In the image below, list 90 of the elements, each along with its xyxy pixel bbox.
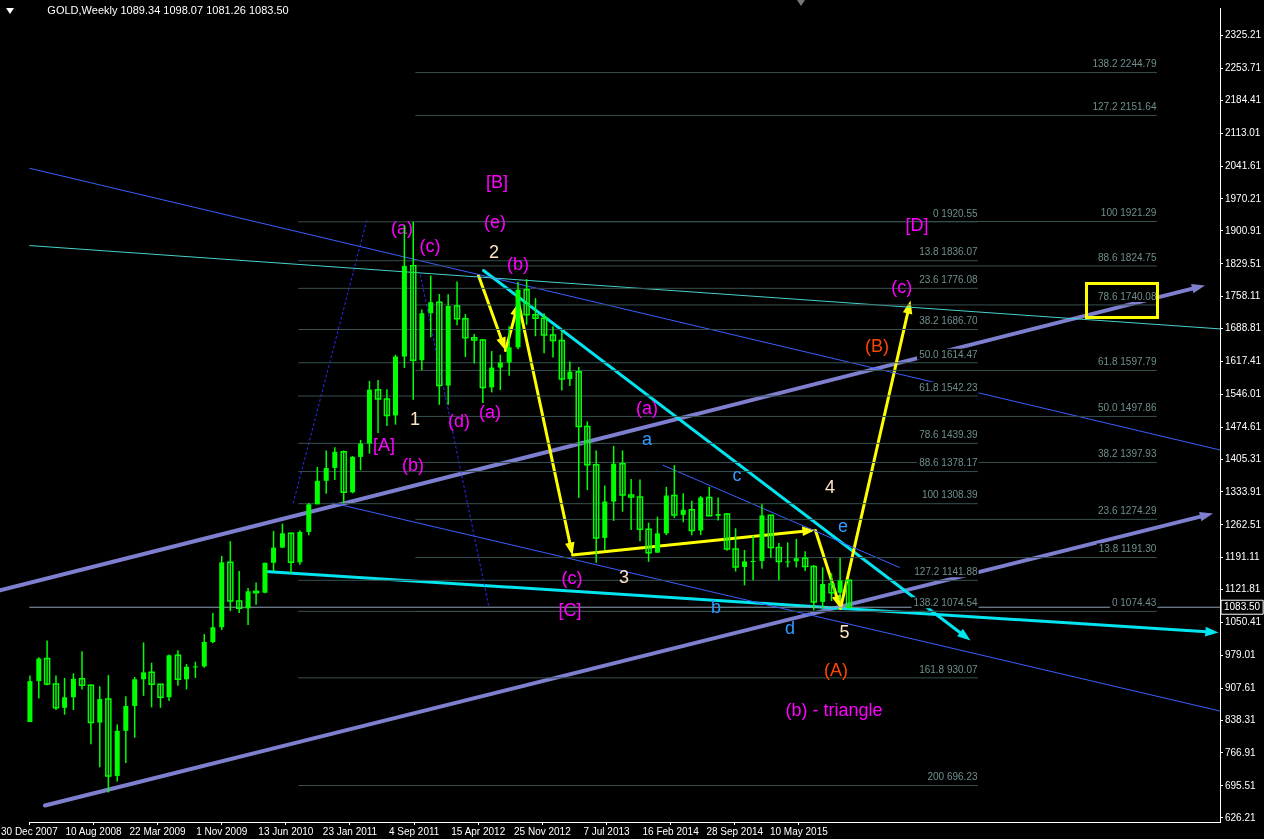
- y-tick-label: 1546.01: [1225, 388, 1262, 400]
- series-label: 23.6 1274.29: [1098, 505, 1157, 517]
- y-tick-label: 2184.41: [1225, 94, 1262, 106]
- series-label: 100 1308.39: [921, 489, 978, 501]
- annotation: 1: [409, 408, 421, 429]
- x-tick-label: 1 Nov 2009: [196, 825, 248, 837]
- y-tick-label: 979.01: [1225, 649, 1257, 661]
- series-label: 38.2 1397.93: [1098, 448, 1157, 460]
- x-tick-label: 16 Feb 2014: [642, 825, 700, 837]
- annotation: (b) - triangle: [785, 699, 883, 720]
- chart-title: GOLD,Weekly 1089.34 1098.07 1081.26 1083.50: [47, 4, 289, 17]
- x-tick-label: 10 Aug 2008: [65, 825, 122, 837]
- annotation: e: [838, 515, 849, 536]
- x-tick-label: 4 Sep 2011: [388, 825, 440, 837]
- annotation: (e): [484, 211, 506, 232]
- series-label: 161.8 930.07: [919, 663, 978, 675]
- annotation: [A]: [372, 434, 396, 455]
- y-tick-label: 1474.61: [1225, 420, 1262, 432]
- annotation: [D]: [905, 214, 929, 235]
- series-label: 50.0 1497.86: [1098, 402, 1157, 414]
- series-label: 200 696.23: [927, 771, 978, 783]
- series-label: 0 1074.43: [1111, 597, 1157, 609]
- y-tick-label: 1829.51: [1225, 257, 1262, 269]
- series-label: 78.6 1439.39: [919, 429, 978, 441]
- y-tick-label: 1050.41: [1225, 616, 1262, 628]
- x-tick-label: 23 Jan 2011: [322, 825, 378, 837]
- annotation: 2: [488, 241, 500, 262]
- series-label: 100 1921.29: [1100, 207, 1157, 219]
- y-tick-label: 626.21: [1225, 811, 1257, 823]
- annotation: d: [784, 617, 796, 638]
- series-label: 13.8 1191.30: [1098, 543, 1157, 555]
- y-tick-label: 1688.81: [1225, 322, 1262, 334]
- x-tick-label: 25 Nov 2012: [514, 825, 572, 837]
- annotation: (c): [419, 235, 441, 256]
- series-label: 23.6 1776.08: [919, 274, 978, 286]
- x-tick-label: 22 Mar 2009: [129, 825, 187, 837]
- annotation: (d): [448, 410, 470, 431]
- y-tick-label: 2253.71: [1225, 62, 1262, 74]
- y-tick-label: 1758.11: [1225, 290, 1261, 302]
- y-tick-label: 1333.91: [1225, 485, 1262, 497]
- series-label: 88.6 1824.75: [1098, 251, 1157, 263]
- y-tick-label: 907.61: [1225, 681, 1257, 693]
- series-label: 61.8 1542.23: [919, 381, 978, 393]
- annotation: (a): [479, 401, 501, 422]
- annotation: [C]: [558, 599, 582, 620]
- y-tick-label: 1121.81: [1225, 583, 1261, 595]
- annotation: 3: [618, 566, 630, 587]
- series-label: 88.6 1378.17: [919, 457, 978, 469]
- annotation: 4: [824, 476, 836, 497]
- y-tick-label: 1970.21: [1225, 192, 1262, 204]
- y-tick-label: 1405.31: [1225, 452, 1262, 464]
- series-label: 0 1920.55: [933, 207, 978, 219]
- y-tick-label: 2325.21: [1225, 29, 1262, 41]
- x-tick-label: 30 Dec 2007: [1, 825, 59, 837]
- y-tick-label: 838.31: [1225, 713, 1257, 725]
- annotation: (c): [561, 567, 583, 588]
- ref-line-label: 1083.50: [1224, 600, 1261, 612]
- annotation: (b): [402, 454, 424, 475]
- y-tick-label: 695.51: [1225, 779, 1257, 791]
- x-tick-label: 7 Jul 2013: [583, 825, 631, 837]
- x-tick-label: 28 Sep 2014: [706, 825, 764, 837]
- y-tick-label: 2041.61: [1225, 159, 1262, 171]
- y-tick-label: 2113.01: [1225, 126, 1261, 138]
- y-tick-label: 1617.41: [1225, 355, 1262, 367]
- y-tick-label: 1191.11: [1225, 551, 1261, 563]
- series-label: 138.2 2244.79: [1092, 58, 1157, 70]
- annotation: a: [641, 428, 653, 449]
- series-label: 50.0 1614.47: [919, 348, 978, 360]
- annotation: c: [732, 464, 742, 485]
- annotation: (B): [865, 335, 889, 356]
- series-label: 13.8 1836.07: [919, 246, 978, 258]
- annotation: (A): [824, 659, 848, 680]
- y-tick-label: 1262.51: [1225, 518, 1262, 530]
- series-label: 127.2 2151.64: [1092, 101, 1157, 113]
- annotation: (c): [891, 276, 913, 297]
- x-tick-label: 15 Apr 2012: [451, 825, 506, 837]
- series-label: 38.2 1686.70: [919, 315, 978, 327]
- annotation: (a): [636, 397, 658, 418]
- annotation: b: [710, 596, 722, 617]
- x-tick-label: 13 Jun 2010: [258, 825, 314, 837]
- series-label: 78.6 1740.08: [1098, 290, 1157, 302]
- annotation: [B]: [485, 171, 509, 192]
- series-label: 127.2 1141.88: [914, 566, 978, 578]
- y-tick-label: 766.91: [1225, 746, 1257, 758]
- x-tick-label: 10 May 2015: [769, 825, 829, 837]
- series-label: 138.2 1074.54: [913, 597, 978, 609]
- y-tick-label: 1900.91: [1225, 224, 1262, 236]
- annotation: (b): [507, 253, 529, 274]
- annotation: 5: [839, 621, 850, 642]
- series-label: 61.8 1597.79: [1098, 356, 1157, 368]
